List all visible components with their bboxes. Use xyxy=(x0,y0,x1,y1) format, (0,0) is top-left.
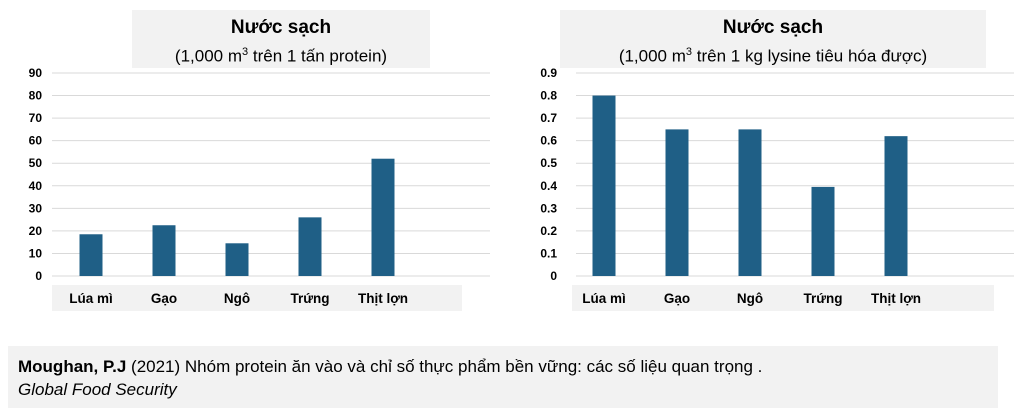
chart-title-box: Nước sạch (1,000 m3 trên 1 tấn protein) xyxy=(132,10,430,68)
chart-panel-lysine: Nước sạch (1,000 m3 trên 1 kg lysine tiê… xyxy=(512,0,1024,340)
bar-3 xyxy=(738,129,762,276)
y-tick-label: 10 xyxy=(29,246,43,260)
citation-text: (2021) Nhóm protein ăn vào và chỉ số thự… xyxy=(126,357,763,376)
bar-4 xyxy=(811,186,835,276)
x-category-label: Trứng xyxy=(290,291,329,306)
y-tick-label: 0.9 xyxy=(540,66,557,80)
y-tick-label: 0.8 xyxy=(540,89,557,103)
x-category-label: Trứng xyxy=(803,291,842,306)
y-tick-label: 0.3 xyxy=(540,201,557,215)
x-category-label: Thịt lợn xyxy=(358,291,408,306)
x-category-label: Ngô xyxy=(737,291,763,306)
y-tick-label: 20 xyxy=(29,224,43,238)
y-tick-label: 0.7 xyxy=(540,111,557,125)
bar-2 xyxy=(665,129,689,276)
y-tick-label: 0.4 xyxy=(540,179,557,193)
y-tick-label: 0.2 xyxy=(540,224,557,238)
subtitle-prefix: (1,000 m xyxy=(174,46,243,66)
y-tick-label: 0.6 xyxy=(540,134,557,148)
chart-subtitle: (1,000 m3 trên 1 tấn protein) xyxy=(132,40,430,69)
bar-chart-protein: 0 10 20 30 40 50 60 70 80 90 Lúa mì Gạo Ngô Trứng Thịt… xyxy=(29,66,490,306)
chart-panel-protein: Nước sạch (1,000 m3 trên 1 tấn protein) … xyxy=(0,0,512,340)
x-category-label: Lúa mì xyxy=(582,291,626,306)
x-category-label: Thịt lợn xyxy=(871,291,921,306)
x-category-label: Ngô xyxy=(224,291,250,306)
bar-4 xyxy=(298,217,322,276)
subtitle-superscript: 3 xyxy=(242,46,249,58)
y-tick-label: 50 xyxy=(29,156,43,170)
subtitle-prefix: (1,000 m xyxy=(618,46,686,66)
bar-chart-lysine: 0 0.1 0.2 0.3 0.4 0.5 0.6 0.7 0.8 0.9 Lúa mì Gạo Ngô… xyxy=(540,66,1014,306)
chart-subtitle: (1,000 m3 trên 1 kg lysine tiêu hóa được… xyxy=(560,40,986,69)
y-tick-label: 30 xyxy=(29,201,43,215)
y-tick-label: 70 xyxy=(29,111,43,125)
bar-2 xyxy=(152,225,176,276)
x-axis-band xyxy=(52,285,462,311)
y-tick-label: 80 xyxy=(29,89,43,103)
chart-title: Nước sạch xyxy=(230,17,332,38)
subtitle-suffix: trên 1 kg lysine tiêu hóa được) xyxy=(692,46,928,66)
bar-5 xyxy=(371,158,395,276)
subtitle-suffix: trên 1 tấn protein) xyxy=(248,46,388,66)
x-category-label: Gạo xyxy=(151,291,177,306)
bar-1 xyxy=(79,234,103,276)
citation-box: Moughan, P.J (2021) Nhóm protein ăn vào … xyxy=(8,346,998,408)
bar-5 xyxy=(884,136,908,276)
y-tick-label: 0 xyxy=(35,269,42,283)
bar-1 xyxy=(592,95,616,276)
x-category-label: Gạo xyxy=(664,291,690,306)
y-tick-label: 0.5 xyxy=(540,156,557,170)
chart-title: Nước sạch xyxy=(722,17,824,38)
citation-author: Moughan, P.J xyxy=(18,357,127,376)
citation-journal: Global Food Security xyxy=(18,380,177,399)
subtitle-superscript: 3 xyxy=(685,46,693,58)
y-tick-label: 0.1 xyxy=(540,246,557,260)
chart-title-box: Nước sạch (1,000 m3 trên 1 kg lysine tiê… xyxy=(560,10,986,68)
y-tick-label: 90 xyxy=(29,66,43,80)
x-axis-band xyxy=(572,285,994,311)
y-tick-label: 60 xyxy=(29,134,43,148)
x-category-label: Lúa mì xyxy=(69,291,113,306)
y-tick-label: 0 xyxy=(550,269,557,283)
bar-3 xyxy=(225,243,249,276)
y-tick-label: 40 xyxy=(29,179,43,193)
